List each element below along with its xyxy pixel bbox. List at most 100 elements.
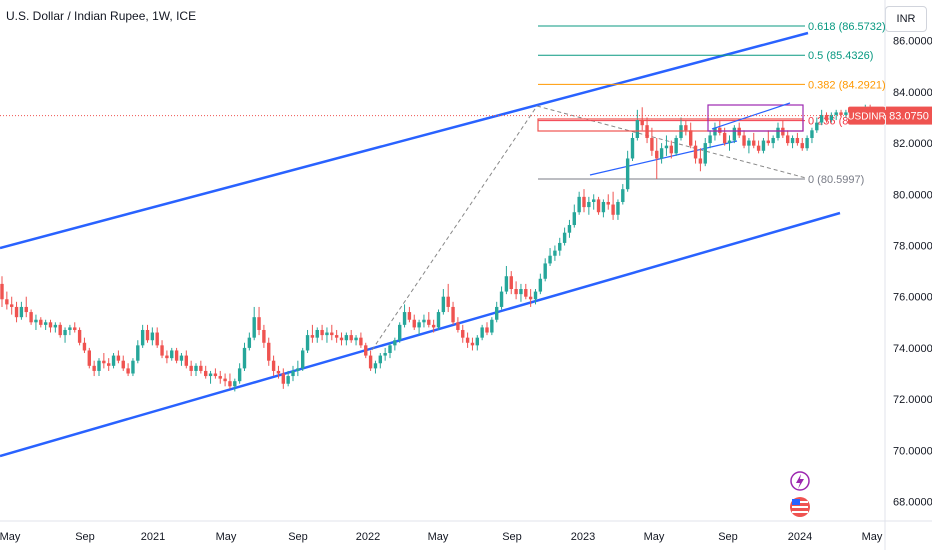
candle-body <box>208 373 213 377</box>
candle-body <box>77 329 82 343</box>
candle-body <box>630 137 635 159</box>
candle-body <box>305 335 310 351</box>
candle-body <box>179 355 184 361</box>
currency-button[interactable]: INR <box>885 6 927 32</box>
candle-body <box>286 376 290 384</box>
candle-body <box>616 201 620 215</box>
x-tick-label: May <box>644 531 665 543</box>
candle-body <box>718 127 722 133</box>
candle-body <box>543 263 547 279</box>
candle-body <box>756 145 761 151</box>
candle-body <box>422 319 426 323</box>
candle-body <box>73 327 77 330</box>
candle-body <box>519 289 523 295</box>
candle-body <box>301 350 305 369</box>
candle-body <box>24 306 28 313</box>
candle-body <box>247 337 252 348</box>
candle-body <box>815 122 819 131</box>
candle-body <box>722 132 727 144</box>
candle-body <box>640 120 644 126</box>
candle-body <box>611 204 615 215</box>
candle-body <box>368 355 373 369</box>
candle-body <box>39 319 43 325</box>
candle-body <box>732 127 737 141</box>
candle-body <box>334 335 339 338</box>
candle-body <box>538 278 543 292</box>
candle-body <box>800 143 804 149</box>
candle-body <box>708 135 712 144</box>
candle-body <box>398 324 402 341</box>
candle-body <box>107 363 111 366</box>
price-tag-bg <box>886 106 932 125</box>
y-tick-label: 76.0000 <box>893 292 932 304</box>
y-tick-label: 82.0000 <box>893 138 932 150</box>
candle-body <box>524 289 528 297</box>
candle-body <box>766 140 770 144</box>
candle-body <box>29 312 33 323</box>
candle-body <box>184 355 188 366</box>
candle-body <box>407 312 412 320</box>
candle-body <box>262 329 266 343</box>
candle-body <box>330 332 334 336</box>
x-tick-label: Sep <box>718 531 738 543</box>
candle-body <box>431 324 436 328</box>
candle-body <box>87 350 91 366</box>
candle-body <box>102 360 106 364</box>
candle-body <box>461 329 465 338</box>
candle-body <box>150 332 155 341</box>
candle-body <box>402 312 407 325</box>
candle-body <box>92 365 96 371</box>
candle-body <box>315 329 319 338</box>
candle-body <box>194 365 198 371</box>
candle-body <box>354 337 358 341</box>
candle-body <box>378 355 382 364</box>
candle-body <box>596 199 601 213</box>
candle-body <box>674 137 678 154</box>
candle-body <box>48 322 53 328</box>
symbol-title: U.S. Dollar / Indian Rupee, 1W, ICE <box>6 9 197 23</box>
candle-body <box>0 283 4 300</box>
candle-body <box>276 370 281 374</box>
candle-body <box>495 306 499 320</box>
candle-body <box>635 120 640 138</box>
candle-body <box>553 250 557 256</box>
x-tick-label: May <box>0 531 21 543</box>
fib-level-label: 0 (80.5997) <box>808 174 864 186</box>
candle-body <box>499 291 504 307</box>
candle-body <box>752 140 756 146</box>
symbol-tag-bg <box>848 106 885 125</box>
candle-body <box>572 212 576 226</box>
candle-body <box>587 201 591 208</box>
candle-body <box>325 332 329 336</box>
candle-body <box>126 368 130 374</box>
candle-body <box>63 329 67 336</box>
candle-body <box>805 137 809 149</box>
zigzag-down-line <box>536 105 807 179</box>
candle-body <box>97 360 101 371</box>
triangle-support-line <box>589 140 738 176</box>
candle-body <box>165 355 169 359</box>
candle-body <box>824 114 829 121</box>
candle-body <box>475 337 479 346</box>
candle-body <box>116 355 121 361</box>
candle-body <box>844 112 848 115</box>
x-tick-label: May <box>428 531 449 543</box>
candle-body <box>829 114 834 121</box>
candle-body <box>558 242 562 251</box>
channel-upper-line <box>0 31 809 250</box>
candle-body <box>58 324 62 336</box>
candle-body <box>412 319 416 328</box>
candle-body <box>810 130 814 138</box>
candle-body <box>427 319 431 325</box>
candle-body <box>742 135 746 146</box>
candle-body <box>213 373 218 377</box>
candle-body <box>480 327 484 338</box>
y-tick-label: 84.0000 <box>893 87 932 99</box>
x-tick-label: May <box>216 531 237 543</box>
candle-body <box>795 137 800 144</box>
candle-body <box>121 360 125 369</box>
candle-body <box>131 360 135 374</box>
y-tick-label: 78.0000 <box>893 241 932 253</box>
candle-body <box>655 150 659 159</box>
